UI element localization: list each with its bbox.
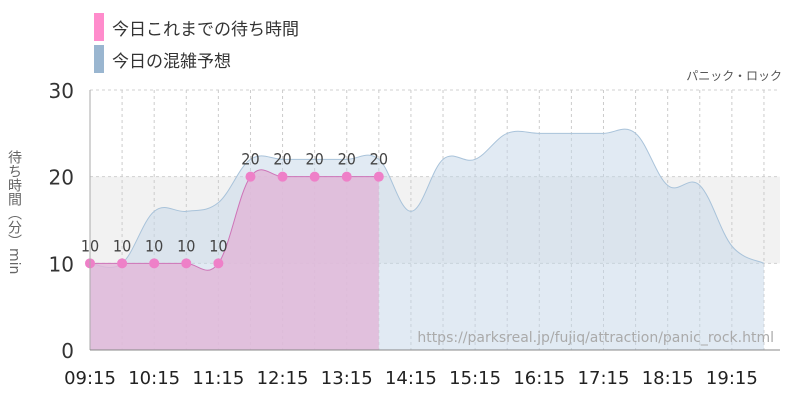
y-axis-label: 待ち時間（分）min <box>6 150 22 275</box>
x-tick-label: 15:15 <box>449 368 501 389</box>
today-marker <box>309 171 320 182</box>
y-tick-label: 20 <box>49 166 74 190</box>
data-label: 20 <box>273 150 291 169</box>
x-tick-label: 14:15 <box>385 368 437 389</box>
x-tick-label: 16:15 <box>513 368 565 389</box>
legend-item-forecast[interactable]: 今日の混雑予想 <box>94 44 231 74</box>
today-marker <box>213 258 224 269</box>
y-tick-label: 0 <box>61 339 74 363</box>
today-marker <box>117 258 128 269</box>
today-marker <box>181 258 192 269</box>
today-marker <box>245 171 256 182</box>
y-tick-label: 30 <box>49 79 74 103</box>
legend-item-today[interactable]: 今日これまでの待ち時間 <box>94 12 299 42</box>
data-label: 20 <box>241 150 259 169</box>
y-axis-label-wrap: 待ち時間（分）min <box>4 150 34 310</box>
data-label: 20 <box>305 150 323 169</box>
legend-label-forecast: 今日の混雑予想 <box>112 51 231 72</box>
data-label: 20 <box>370 150 388 169</box>
forecast-line <box>89 128 765 268</box>
today-marker <box>373 171 384 182</box>
x-tick-label: 12:15 <box>257 368 309 389</box>
x-tick-label: 11:15 <box>192 368 244 389</box>
data-label: 20 <box>338 150 356 169</box>
data-label: 10 <box>177 236 195 255</box>
x-tick-label: 17:15 <box>578 368 630 389</box>
today-area <box>90 169 379 350</box>
today-line <box>90 169 379 271</box>
legend-label-today: 今日これまでの待ち時間 <box>112 19 299 40</box>
x-tick-label: 10:15 <box>128 368 180 389</box>
source-url[interactable]: https://parksreal.jp/fujiq/attraction/pa… <box>417 330 774 346</box>
data-label: 10 <box>209 236 227 255</box>
y-tick-label: 10 <box>49 252 74 276</box>
legend-swatch-forecast <box>94 45 104 73</box>
x-tick-label: 09:15 <box>64 368 116 389</box>
x-tick-label: 18:15 <box>642 368 694 389</box>
today-marker <box>277 171 288 182</box>
x-tick-label: 19:15 <box>706 368 758 389</box>
data-label: 10 <box>113 236 131 255</box>
legend-swatch-today <box>94 13 104 41</box>
data-label: 10 <box>145 236 163 255</box>
x-tick-label: 13:15 <box>321 368 373 389</box>
attraction-name: パニック・ロック <box>686 69 782 83</box>
today-marker <box>149 258 160 269</box>
today-marker <box>341 171 352 182</box>
